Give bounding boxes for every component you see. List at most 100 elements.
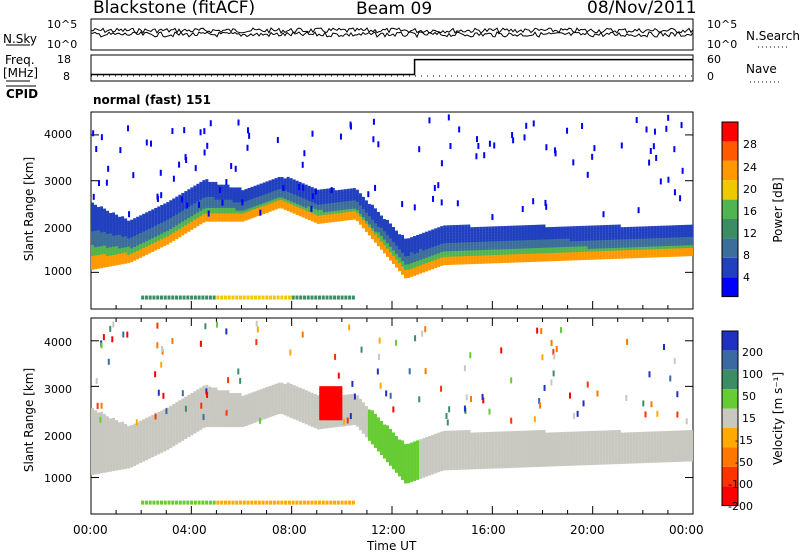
velocity-cell xyxy=(115,436,119,441)
power-cell xyxy=(527,249,531,254)
power-cell xyxy=(226,209,230,214)
power-cell xyxy=(235,201,239,206)
velocity-cell xyxy=(395,466,399,471)
velocity-cell xyxy=(461,457,465,462)
velocity-cell xyxy=(497,439,501,444)
velocity-cell xyxy=(524,452,528,457)
velocity-cell xyxy=(548,437,552,442)
power-cell xyxy=(166,221,170,226)
power-cell xyxy=(370,232,374,237)
power-cell xyxy=(97,259,101,264)
power-cell xyxy=(620,229,624,234)
velocity-cell xyxy=(301,399,305,404)
power-cell xyxy=(656,242,660,247)
velocity-cell xyxy=(202,388,206,393)
velocity-cell xyxy=(298,406,302,411)
power-cell xyxy=(677,249,681,254)
velocity-cell xyxy=(479,448,483,453)
power-cell xyxy=(211,214,215,219)
power-cell xyxy=(407,243,411,248)
velocity-cell xyxy=(410,450,414,455)
power-cell xyxy=(376,236,380,241)
power-cell xyxy=(578,225,582,230)
velocity-cell xyxy=(289,405,293,410)
velocity-cell xyxy=(428,463,432,468)
power-cell xyxy=(488,245,492,250)
power-cell xyxy=(629,248,633,253)
velocity-cell xyxy=(349,399,353,404)
velocity-cell xyxy=(404,460,408,465)
power-cell xyxy=(262,198,266,203)
power-cell xyxy=(674,252,678,257)
power-cell xyxy=(127,242,131,247)
power-cell xyxy=(398,264,402,269)
power-cell xyxy=(364,211,368,216)
power-cell xyxy=(334,193,338,198)
velocity-cell xyxy=(271,409,275,414)
velocity-cell xyxy=(169,444,173,449)
power-cell xyxy=(674,225,678,230)
velocity-cell xyxy=(422,446,426,451)
power-cell xyxy=(367,212,371,217)
power-cell xyxy=(130,236,134,241)
power-cell xyxy=(103,214,107,219)
power-cell xyxy=(395,233,399,238)
velocity-cell xyxy=(533,438,537,443)
power-cell xyxy=(256,206,260,211)
power-cell xyxy=(572,256,576,261)
power-cell xyxy=(124,229,128,234)
power-cell xyxy=(289,205,293,210)
power-cell xyxy=(286,196,290,201)
power-cell xyxy=(521,225,525,230)
power-cell xyxy=(677,225,681,230)
power-cell xyxy=(443,261,447,266)
velocity-cell xyxy=(154,440,158,445)
power-cell xyxy=(602,244,606,249)
power-cell xyxy=(455,249,459,254)
power-cell xyxy=(139,237,143,242)
power-cell xyxy=(154,210,158,215)
power-cell xyxy=(467,260,471,265)
velocity-cell xyxy=(434,450,438,455)
velocity-cell xyxy=(301,410,305,415)
velocity-cell xyxy=(431,445,435,450)
power-cell xyxy=(367,231,371,236)
power-cell xyxy=(205,198,209,203)
power-cell xyxy=(103,233,107,238)
velocity-cell xyxy=(316,406,320,411)
velocity-cell xyxy=(455,444,459,449)
power-cell xyxy=(235,195,239,200)
velocity-cell xyxy=(130,436,134,441)
velocity-cell xyxy=(379,434,383,439)
velocity-cell xyxy=(163,441,167,446)
power-cell xyxy=(521,230,525,235)
velocity-cell xyxy=(358,398,362,403)
velocity-cell xyxy=(190,423,194,428)
power-cell xyxy=(512,244,516,249)
velocity-cell xyxy=(241,420,245,425)
power-cell xyxy=(277,182,281,187)
velocity-cell xyxy=(355,403,359,408)
power-cell xyxy=(127,223,131,228)
velocity-cell xyxy=(530,433,534,438)
velocity-cell xyxy=(91,446,94,451)
velocity-cell xyxy=(157,450,161,455)
power-cell xyxy=(175,213,179,218)
power-cell xyxy=(416,267,420,272)
power-cell xyxy=(124,243,128,248)
velocity-cell xyxy=(443,430,447,435)
velocity-cell xyxy=(160,421,164,426)
power-cell xyxy=(569,229,573,234)
power-cell xyxy=(635,117,638,124)
velocity-cell xyxy=(250,392,254,397)
power-cell xyxy=(572,245,576,250)
velocity-cell xyxy=(103,463,107,468)
power-cell xyxy=(190,295,194,300)
power-cell xyxy=(268,199,272,204)
power-cell xyxy=(118,255,122,260)
power-cell xyxy=(283,194,287,199)
power-cell xyxy=(325,207,329,212)
velocity-cell xyxy=(416,462,420,467)
power-cell xyxy=(139,245,143,250)
power-cell xyxy=(118,238,122,243)
